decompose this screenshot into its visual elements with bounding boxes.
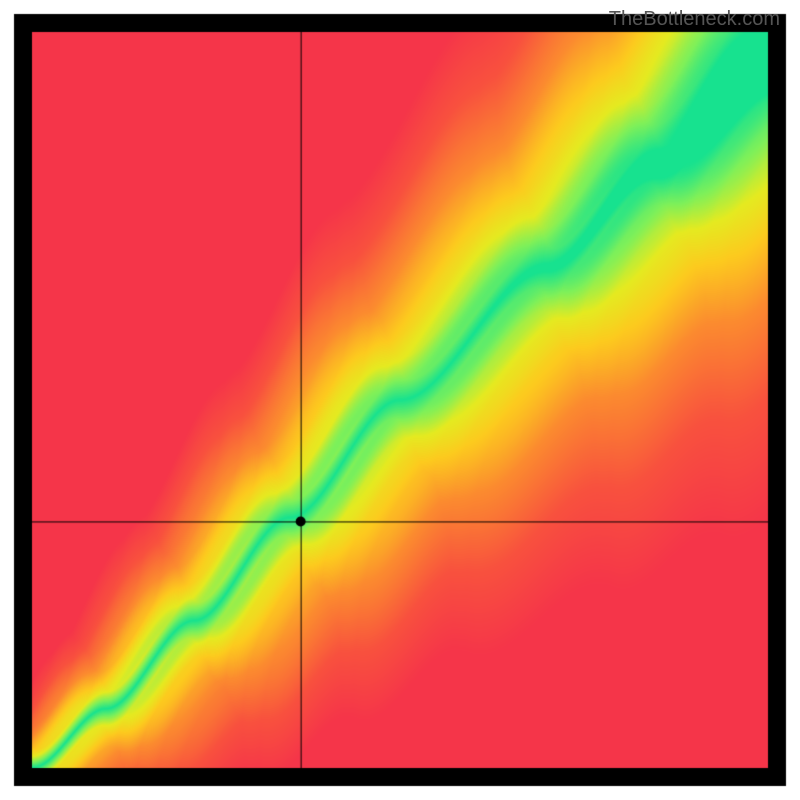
- watermark-text: TheBottleneck.com: [609, 8, 780, 31]
- chart-container: TheBottleneck.com: [0, 0, 800, 800]
- heatmap-canvas: [0, 0, 800, 800]
